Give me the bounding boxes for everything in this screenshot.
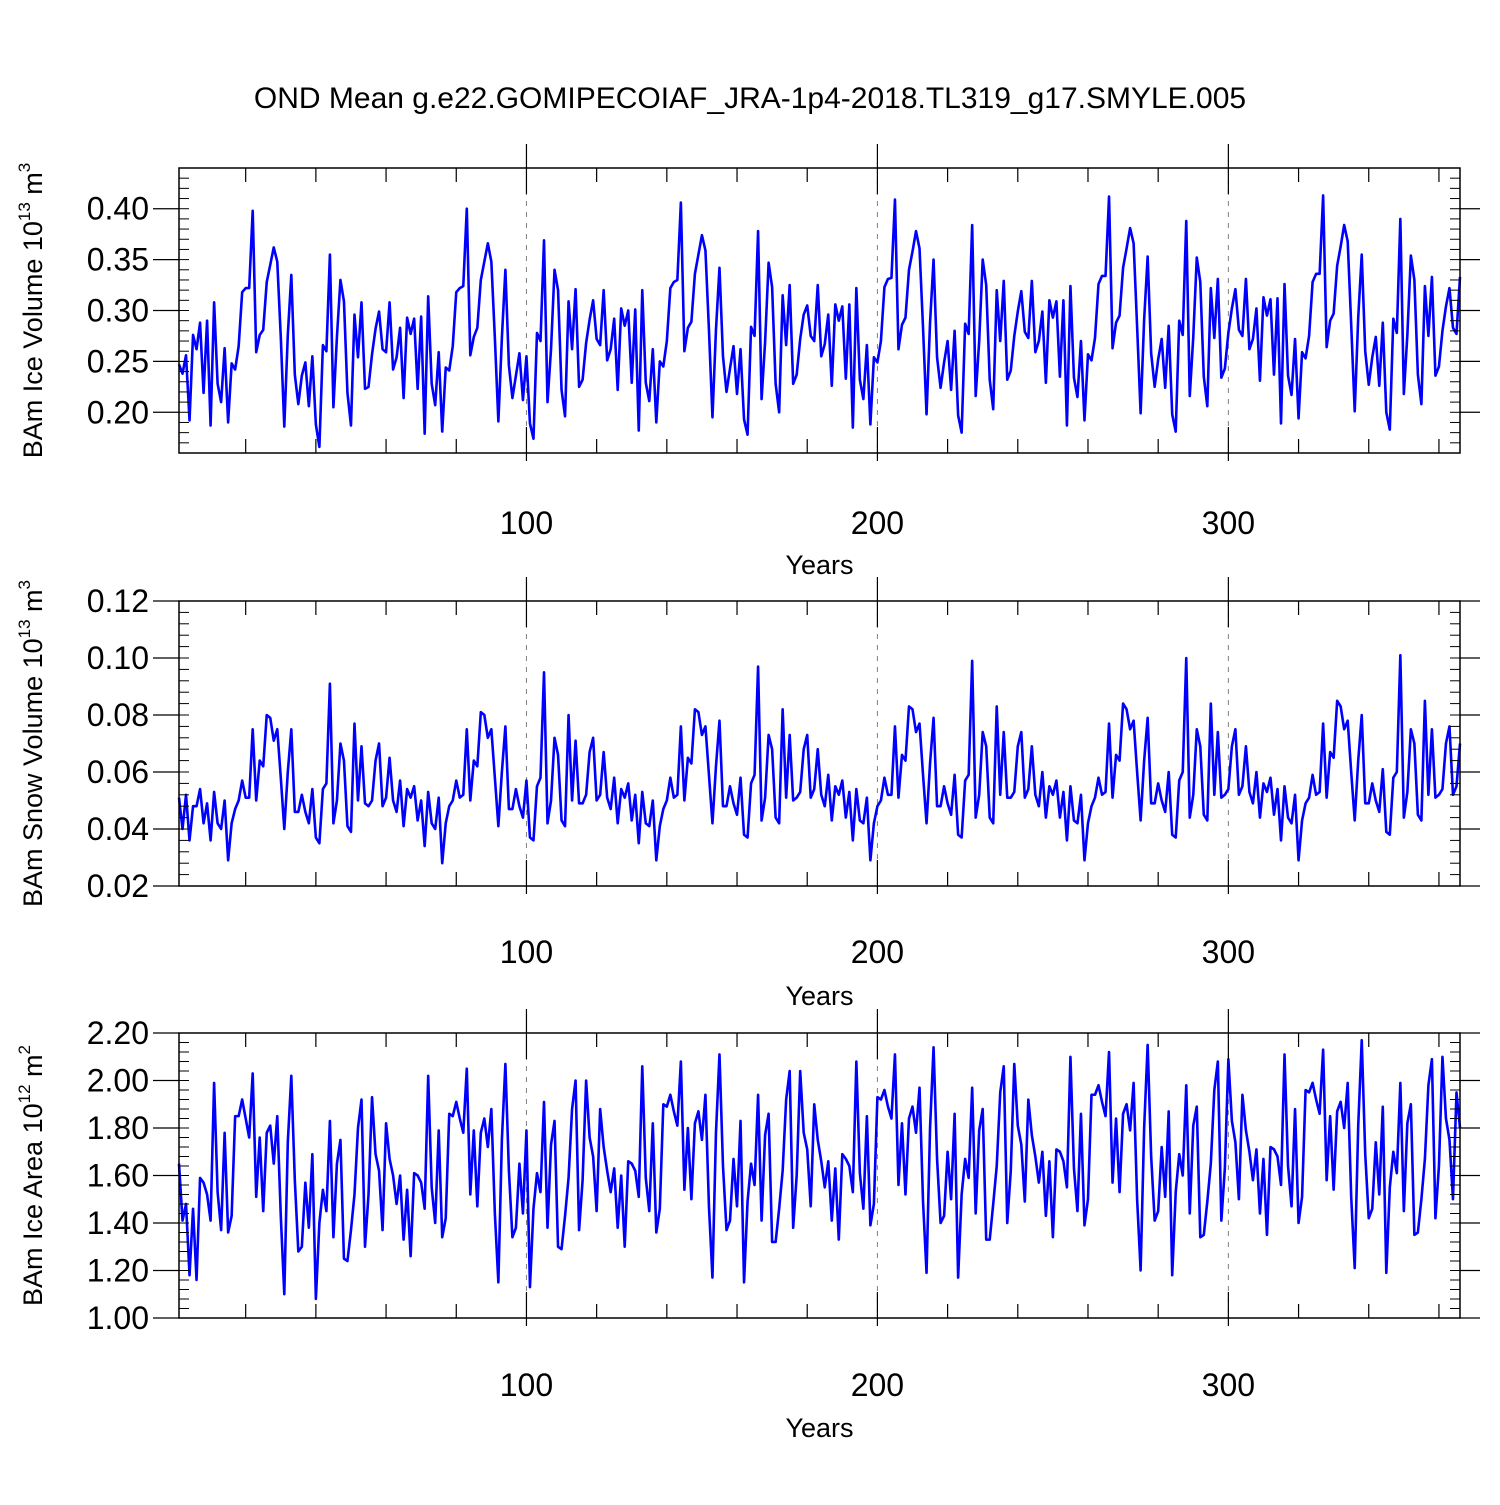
series-line <box>177 194 1462 449</box>
y-tick-label: 0.04 <box>87 811 149 847</box>
y-tick-label: 0.06 <box>87 754 149 790</box>
y-tick-label: 0.02 <box>87 868 149 904</box>
y-tick-label: 1.20 <box>87 1253 149 1289</box>
series-line <box>177 1038 1462 1301</box>
y-tick-label: 0.20 <box>87 394 149 430</box>
x-tick-label: 300 <box>1202 505 1255 541</box>
x-axis-title: Years <box>785 981 853 1011</box>
y-tick-label: 0.10 <box>87 640 149 676</box>
x-tick-label: 100 <box>500 505 553 541</box>
y-tick-label: 1.80 <box>87 1110 149 1146</box>
y-tick-label: 2.00 <box>87 1063 149 1099</box>
y-tick-label: 2.20 <box>87 1015 149 1051</box>
y-axis-title: BAm Ice Volume 1013 m3 <box>15 163 48 459</box>
y-tick-label: 1.00 <box>87 1300 149 1336</box>
plot-frame <box>178 1032 1461 1319</box>
panel-3: 1.00 1.20 1.40 1.60 1.80 2.00 2.20 100 200 300 Yea… <box>15 1009 1480 1443</box>
y-tick-label: 0.40 <box>87 191 149 227</box>
x-tick-label: 200 <box>851 505 904 541</box>
y-tick-label: 0.08 <box>87 697 149 733</box>
series-line <box>177 653 1462 865</box>
x-axis-title: Years <box>785 1413 853 1443</box>
x-axis-title: Years <box>785 550 853 580</box>
x-tick-label: 200 <box>851 1367 904 1403</box>
y-tick-label: 0.35 <box>87 242 149 278</box>
x-tick-label: 200 <box>851 934 904 970</box>
x-tick-label: 300 <box>1202 1367 1255 1403</box>
plot-frame <box>178 600 1461 887</box>
y-axis-title: BAm Snow Volume 1013 m3 <box>15 580 48 907</box>
y-tick-label: 1.60 <box>87 1158 149 1194</box>
x-tick-label: 100 <box>500 934 553 970</box>
y-tick-label: 0.30 <box>87 293 149 329</box>
y-tick-label: 1.40 <box>87 1205 149 1241</box>
panel-2: 0.02 0.04 0.06 0.08 0.10 0.12 100 200 300 Years BA… <box>15 577 1480 1011</box>
x-tick-label: 100 <box>500 1367 553 1403</box>
y-tick-label: 0.12 <box>87 583 149 619</box>
figure-title: OND Mean g.e22.GOMIPECOIAF_JRA-1p4-2018.… <box>254 82 1246 115</box>
y-axis-title: BAm Ice Area 1012 m2 <box>15 1045 48 1306</box>
x-tick-label: 300 <box>1202 934 1255 970</box>
panel-1: 0.20 0.25 0.30 0.35 0.40 100 200 300 Years BAm Ic… <box>15 144 1480 580</box>
y-tick-label: 0.25 <box>87 343 149 379</box>
